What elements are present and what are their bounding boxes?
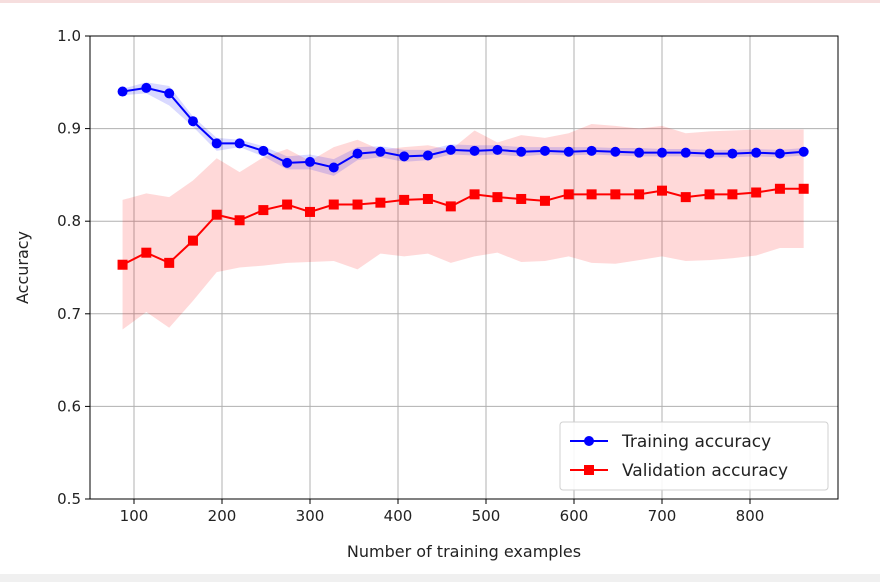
legend-box [559,421,829,491]
training-accuracy-point [774,148,785,159]
legend-marker-training-accuracy [584,436,594,446]
validation-accuracy-point [774,183,785,194]
training-accuracy-point [445,144,456,155]
training-accuracy-point [328,162,339,173]
training-accuracy-point [586,145,597,156]
validation-accuracy-point [141,247,152,258]
training-accuracy-point [634,147,645,158]
y-axis-label: Accuracy [13,231,32,304]
x-tick-label: 300 [296,507,325,525]
training-accuracy-point [751,147,762,158]
x-tick-label: 800 [736,507,765,525]
training-accuracy-point [282,157,293,168]
validation-accuracy-point [234,215,245,226]
validation-accuracy-point [516,193,527,204]
training-accuracy-point [211,138,222,149]
training-accuracy-point [375,146,386,157]
x-tick-label: 600 [560,507,589,525]
y-tick-label: 0.6 [57,397,81,415]
x-tick-label: 700 [648,507,677,525]
training-accuracy-point [680,147,691,158]
validation-accuracy-point [258,205,269,216]
validation-accuracy-point [492,192,503,203]
validation-accuracy-point [282,199,293,210]
training-accuracy-point [164,88,175,99]
validation-accuracy-point [375,197,386,208]
validation-accuracy-point [704,189,715,200]
legend-label-validation-accuracy: Validation accuracy [622,461,788,481]
x-tick-label: 200 [208,507,237,525]
validation-accuracy-band [122,123,804,330]
legend: Training accuracy Validation accuracy [559,421,829,491]
training-accuracy-point [399,151,410,162]
x-tick-label: 400 [384,507,413,525]
training-accuracy-point [258,145,269,156]
validation-accuracy-point [539,195,550,206]
y-tick-label: 1.0 [57,27,81,45]
validation-accuracy-point [563,189,574,200]
legend-label-training-accuracy: Training accuracy [621,432,771,452]
training-accuracy-point [117,86,128,97]
top-strip [0,0,880,3]
validation-accuracy-point [634,189,645,200]
x-tick-label: 500 [472,507,501,525]
confidence-bands [122,82,804,330]
validation-accuracy-point [305,206,315,217]
y-tick-label: 0.9 [57,120,81,138]
x-axis-label: Number of training examples [347,542,581,561]
training-accuracy-point [539,145,550,156]
training-accuracy-point [516,146,527,157]
validation-accuracy-point [211,209,222,220]
validation-accuracy-point [187,235,198,246]
y-tick-label: 0.7 [57,305,81,323]
training-accuracy-point [610,146,621,157]
y-tick-label: 0.5 [57,490,81,508]
training-accuracy-point [798,146,809,157]
validation-accuracy-point [164,257,175,268]
training-accuracy-point [727,148,738,159]
y-tick-label: 0.8 [57,212,81,230]
validation-accuracy-point [680,192,691,203]
validation-accuracy-point [727,189,738,200]
training-accuracy-point [422,150,433,161]
training-accuracy-point [657,147,667,158]
y-axis-ticks: 0.5 0.6 0.7 0.8 0.9 1.0 [57,27,90,508]
validation-accuracy-point [352,199,363,210]
training-accuracy-point [234,138,245,149]
plot-frame [89,35,839,500]
validation-accuracy-point [798,183,809,194]
training-accuracy-point [352,148,363,159]
x-axis-ticks: 100 200 300 400 500 600 700 800 [120,499,765,525]
training-accuracy-point [305,156,315,167]
validation-accuracy-point [328,199,339,210]
training-accuracy-point [704,148,715,159]
validation-accuracy-point [610,189,621,200]
validation-accuracy-point [586,189,597,200]
training-accuracy-point [563,146,574,157]
legend-marker-validation-accuracy [584,465,594,475]
validation-accuracy-point [751,187,762,198]
training-accuracy-point [469,145,480,156]
training-accuracy-point [141,82,152,93]
validation-accuracy-point [469,189,480,200]
validation-accuracy-point [117,259,128,270]
training-accuracy-point [187,116,198,127]
validation-accuracy-point [399,194,410,205]
series-markers [117,82,809,270]
bottom-strip [0,574,880,582]
validation-accuracy-point [445,201,456,212]
validation-accuracy-point [657,185,667,196]
validation-accuracy-point [422,193,433,204]
x-tick-label: 100 [120,507,149,525]
training-accuracy-point [492,144,503,155]
